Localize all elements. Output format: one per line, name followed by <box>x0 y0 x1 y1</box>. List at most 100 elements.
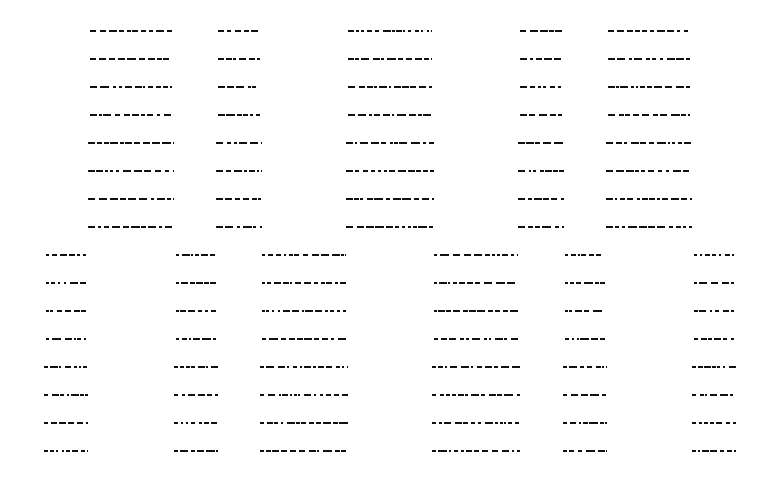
top-r3-c0-mark-8 <box>157 114 160 116</box>
bottom-r6-c0-mark-3 <box>68 422 74 424</box>
bottom-r2-c2-mark-7 <box>305 310 313 312</box>
top-r4-c1-mark-1 <box>227 142 231 144</box>
top-r5-c2-mark-3 <box>371 170 375 172</box>
bottom-r1-c5-mark-2 <box>711 282 718 284</box>
bottom-r1-c3-mark-7 <box>484 282 492 284</box>
bottom-r6-c5-mark-4 <box>716 422 722 424</box>
top-r3-c4-mark-4 <box>642 114 649 116</box>
bottom-r1-c1-mark-2 <box>190 282 195 284</box>
bottom-r2-c1-mark-0 <box>176 310 179 312</box>
bottom-r3-c2-mark-1 <box>269 338 278 340</box>
bottom-r6-c0-mark-5 <box>86 422 88 424</box>
bottom-r3-c3-mark-7 <box>489 338 491 340</box>
bottom-r5-c2-mark-4 <box>290 394 292 396</box>
top-r3-c2-mark-2 <box>369 114 372 116</box>
top-r7-c4-mark-3 <box>628 226 637 228</box>
bottom-r0-c5-mark-4 <box>719 254 721 256</box>
bottom-r4-c5-mark-4 <box>717 366 720 368</box>
top-r4-c0-mark-3 <box>110 142 118 144</box>
top-r7-c4-mark-5 <box>648 226 655 228</box>
bottom-r3-c3-mark-5 <box>472 338 480 340</box>
bottom-r4-c2-mark-2 <box>278 366 285 368</box>
top-r0-c4-mark-7 <box>667 30 674 32</box>
top-r6-c3-mark-2 <box>534 198 542 200</box>
top-r2-c4-mark-10 <box>686 86 690 88</box>
bottom-r4-c5-mark-0 <box>692 366 696 368</box>
top-r6-c2-mark-4 <box>374 198 383 200</box>
bottom-r3-c3-mark-8 <box>495 338 503 340</box>
bottom-r6-c3-mark-9 <box>500 422 503 424</box>
bottom-r0-c2-mark-7 <box>312 254 319 256</box>
bottom-r1-c4-mark-3 <box>584 282 593 284</box>
top-r1-c0-mark-2 <box>109 58 115 60</box>
top-r2-c0-mark-6 <box>143 86 145 88</box>
bottom-r0-c2-mark-3 <box>284 254 286 256</box>
bottom-r7-c0-mark-4 <box>66 450 70 452</box>
bottom-r0-c5-mark-6 <box>732 254 734 256</box>
bottom-r0-c0-mark-2 <box>60 254 67 256</box>
top-r2-c1-mark-3 <box>248 86 251 88</box>
bottom-r6-c5-mark-5 <box>726 422 730 424</box>
top-r4-c2-mark-4 <box>381 142 386 144</box>
bottom-r5-c2-mark-2 <box>279 394 281 396</box>
bottom-r5-c0-mark-2 <box>60 394 64 396</box>
bottom-r6-c2-mark-6 <box>301 422 306 424</box>
bottom-r5-c1-mark-4 <box>207 394 212 396</box>
top-r5-c2-mark-9 <box>416 170 421 172</box>
top-r4-c2-mark-5 <box>390 142 393 144</box>
bottom-r5-c3-mark-5 <box>465 394 468 396</box>
top-r6-c2-mark-9 <box>422 198 429 200</box>
bottom-r4-c1-mark-0 <box>174 366 178 368</box>
top-r5-c4-mark-6 <box>658 170 662 172</box>
top-r7-c2-mark-3 <box>375 226 384 228</box>
top-r1-c2-mark-3 <box>373 58 380 60</box>
top-r4-c0-mark-0 <box>88 142 95 144</box>
top-r2-c3-mark-4 <box>550 86 555 88</box>
top-r3-c0-mark-0 <box>90 114 97 116</box>
top-r5-c0-mark-2 <box>105 170 108 172</box>
bottom-r0-c2-mark-5 <box>294 254 299 256</box>
bottom-r7-c3-mark-8 <box>492 450 498 452</box>
top-r0-c2-mark-10 <box>415 30 419 32</box>
top-r6-c4-mark-4 <box>637 198 640 200</box>
bottom-r7-c3-mark-1 <box>438 450 447 452</box>
bottom-r0-c1-mark-1 <box>182 254 190 256</box>
top-r5-c3-mark-1 <box>529 170 531 172</box>
top-r4-c1-mark-0 <box>216 142 223 144</box>
bottom-r2-c0-mark-4 <box>74 310 80 312</box>
bottom-r5-c4-mark-3 <box>590 394 599 396</box>
top-r1-c4-mark-9 <box>686 58 690 60</box>
bottom-r2-c2-mark-11 <box>337 310 340 312</box>
bottom-r5-c4-mark-4 <box>602 394 606 396</box>
top-r0-c1-mark-2 <box>235 30 241 32</box>
bottom-r1-c5-mark-4 <box>731 282 734 284</box>
bottom-r7-c0-mark-0 <box>44 450 48 452</box>
top-r5-c2-mark-4 <box>378 170 381 172</box>
bottom-r2-c3-mark-2 <box>446 310 451 312</box>
bottom-r0-c4-mark-5 <box>596 254 601 256</box>
top-r0-c4-mark-5 <box>650 30 654 32</box>
top-r0-c0-mark-2 <box>109 30 117 32</box>
top-r1-c2-mark-6 <box>398 58 403 60</box>
top-r7-c2-mark-4 <box>386 226 393 228</box>
bottom-r4-c3-mark-3 <box>450 366 457 368</box>
top-r6-c2-mark-0 <box>346 198 353 200</box>
top-r6-c0-mark-2 <box>110 198 118 200</box>
bottom-r6-c2-mark-10 <box>333 422 338 424</box>
top-r2-c2-mark-6 <box>394 86 401 88</box>
bottom-r5-c0-mark-3 <box>67 394 69 396</box>
bottom-r2-c0-mark-0 <box>46 310 49 312</box>
bottom-r6-c2-mark-4 <box>287 422 295 424</box>
top-r3-c3-mark-2 <box>539 114 547 116</box>
top-r5-c1-mark-4 <box>249 170 255 172</box>
top-r2-c3-mark-1 <box>530 86 535 88</box>
bottom-r2-c4-mark-2 <box>575 310 582 312</box>
top-r4-c4-mark-4 <box>640 142 646 144</box>
top-r7-c0-mark-9 <box>165 226 172 228</box>
top-r3-c4-mark-6 <box>660 114 667 116</box>
top-r5-c3-mark-3 <box>540 170 544 172</box>
top-r3-c1-mark-3 <box>243 114 248 116</box>
bottom-r0-c4-mark-0 <box>565 254 568 256</box>
bottom-r7-c3-mark-10 <box>512 450 514 452</box>
top-r5-c2-mark-6 <box>389 170 395 172</box>
